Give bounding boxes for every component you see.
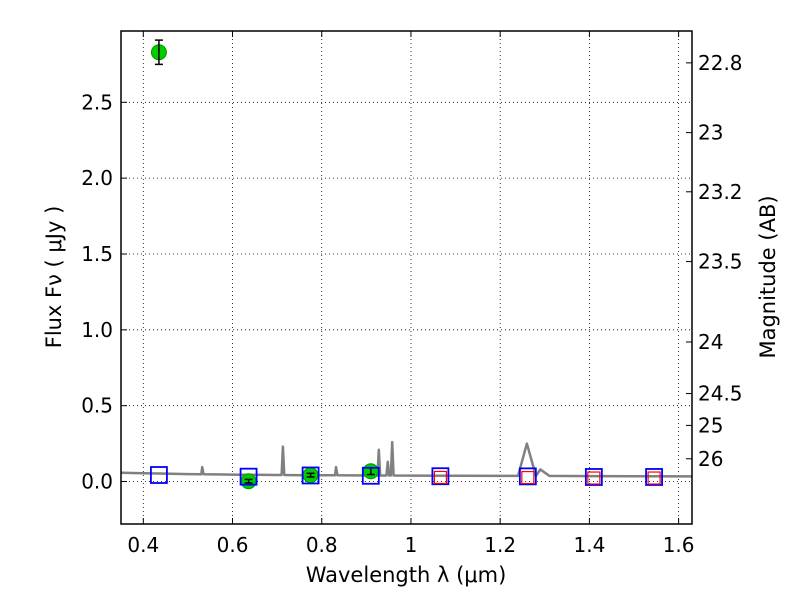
nir-flux-marker [521, 470, 535, 485]
synthetic-flux-marker [584, 468, 603, 486]
right-tick-label: 25 [698, 413, 723, 437]
nir-flux-marker [647, 471, 661, 485]
right-tick-label: 24.5 [698, 382, 743, 406]
y-tick-label: 2.0 [81, 166, 113, 190]
synthetic-flux-marker [361, 466, 380, 485]
x-tick-label: 0.6 [217, 533, 249, 557]
nir-flux-marker [433, 470, 448, 485]
right-tick-label: 23.5 [698, 250, 743, 274]
synthetic-flux-marker [431, 467, 450, 486]
x-tick-label: 1 [405, 533, 418, 557]
right-tick-label: 23.2 [698, 180, 743, 204]
right-tick-label: 22.8 [698, 51, 743, 75]
y-tick-label: 0.5 [81, 394, 113, 418]
right-axis-title: Magnitude (AB) [756, 195, 780, 358]
y-axis-title: Flux Fν ( μJy ) [42, 206, 66, 349]
right-tick-label: 24 [698, 330, 723, 354]
x-tick-label: 0.8 [306, 533, 338, 557]
plot-frame [120, 30, 693, 525]
x-tick-label: 1.2 [484, 533, 516, 557]
synthetic-flux-marker [239, 467, 258, 486]
right-tick-label: 23 [698, 121, 723, 145]
x-axis-title: Wavelength λ (μm) [306, 563, 507, 587]
axis-ticks: 0.4 0.6 0.8 1 1.2 1.4 1.6 0.0 0.5 1.0 1.5 2.0 2.5 22.… [81, 31, 743, 557]
synthetic-flux-marker [301, 466, 320, 485]
synthetic-flux-marker [518, 467, 537, 486]
grid-lines [121, 31, 692, 524]
right-tick-label: 26 [698, 447, 723, 471]
synthetic-flux-marker [645, 468, 663, 486]
synthetic-flux-marker [150, 466, 168, 484]
plot-area [120, 39, 693, 490]
nir-flux-marker [587, 471, 601, 485]
y-tick-label: 0.0 [81, 470, 113, 494]
y-tick-label: 2.5 [81, 90, 113, 114]
y-tick-label: 1.0 [81, 318, 113, 342]
x-tick-label: 1.4 [573, 533, 605, 557]
y-tick-label: 1.5 [81, 242, 113, 266]
x-tick-label: 1.6 [663, 533, 695, 557]
model-spectrum-line [120, 440, 693, 478]
x-tick-label: 0.4 [127, 533, 159, 557]
